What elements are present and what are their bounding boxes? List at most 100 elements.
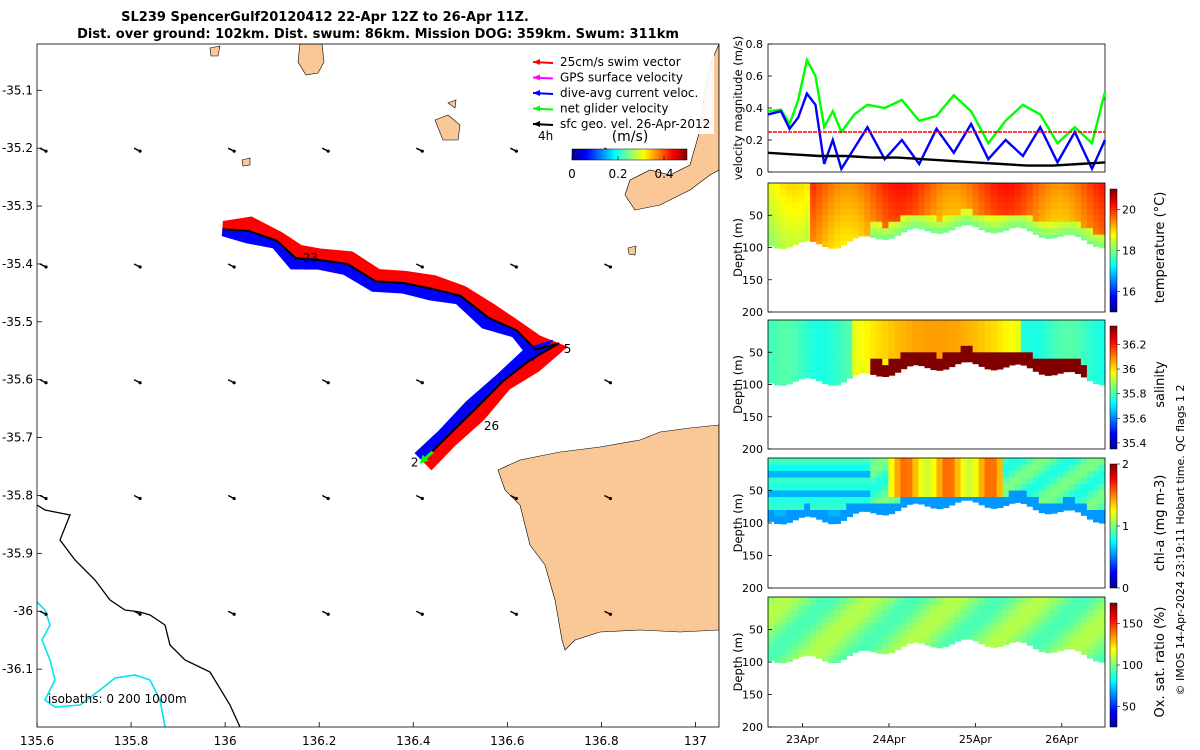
section-cell [1086,616,1094,624]
section-cell [894,623,902,631]
section-cell [1080,497,1088,505]
section-cell [912,326,920,334]
section-cell [810,458,817,466]
section-cell [858,484,866,492]
section-cell [804,490,811,498]
section-cell [792,320,799,328]
section-cell [960,490,968,498]
section-cell [840,365,847,373]
section-cell [930,189,938,197]
section-cell [840,503,847,511]
section-cell [834,642,841,650]
section-cell [840,623,847,631]
section-cell [798,371,805,379]
section-cell [942,603,950,611]
section-cell [768,490,775,498]
section-cell [858,458,866,466]
section-cell [822,202,829,210]
section-cell [984,195,992,204]
section-cell [822,371,829,379]
section-cell [1074,464,1082,472]
section-cell [1068,326,1076,334]
section-cell [1014,215,1022,223]
section-cell [936,629,944,637]
section-cell [972,610,980,618]
section-cell [1099,326,1105,334]
section-cell [942,208,950,217]
section-cell [906,365,914,367]
section-cell [1086,195,1094,204]
section-cell [810,484,817,492]
map-ytick-label: -35.1 [2,83,33,97]
figure-title-line2: Dist. over ground: 102km. Dist. swum: 86… [77,27,679,42]
section-cell [846,228,853,236]
section-cell [912,345,920,354]
section-cell [852,371,860,376]
section-cell [774,610,781,618]
section-cell [780,241,787,249]
section-cell [1014,597,1022,605]
section-cell [1038,616,1046,624]
section-cell [1062,610,1070,618]
section-cell [996,484,1004,492]
section-cell [1099,629,1105,637]
section-cell [1099,208,1105,217]
section-cell [930,345,938,354]
section-cell [822,636,829,644]
section-cell [1020,339,1028,347]
section-cell [954,458,962,466]
section-cell [810,371,817,379]
section-cell [1062,195,1070,204]
section-cell [840,378,847,383]
section-cell [840,352,847,360]
section-cell [948,365,956,368]
section-cell [930,208,938,217]
colorbar-tick-label: 150 [1122,618,1143,631]
section-cell [792,484,799,492]
section-cell [780,247,787,249]
section-cell [804,339,811,347]
section-cell [1056,636,1064,644]
section-cell [1093,326,1100,334]
section-cell [858,629,866,637]
section-cell [1099,458,1105,466]
section-cell [846,352,853,360]
section-cell [972,195,980,204]
section-cell [1002,477,1010,485]
section-cell [1074,616,1082,624]
section-cell [816,202,823,210]
section-cell [786,215,793,223]
section-cell [834,662,841,663]
section-cell [1032,610,1040,618]
map-xtick-label: 136 [214,734,237,748]
geo-arrow-head [232,612,236,616]
legend-swatch-head [533,121,540,127]
section-cell [1044,339,1052,347]
section-cell [816,189,823,197]
section-cell [930,642,938,648]
section-cell [900,629,908,637]
section-cell [1044,352,1052,360]
section-cell [1026,490,1034,498]
section-cell [1086,241,1094,245]
section-cell [936,221,944,229]
section-cell [1056,365,1064,373]
section-cell [954,189,962,197]
section-cell [918,215,926,223]
section-cell [1093,642,1100,650]
section-cell [1056,215,1064,223]
section-cell [1099,649,1105,657]
section-cell [1050,189,1058,197]
section-cell [852,339,860,347]
section-cell [1099,332,1105,341]
section-cell [1020,497,1028,504]
section-cell [780,332,787,341]
section-cell [996,215,1004,223]
credit-text: © IMOS 14-Apr-2024 23:19:11 Hobart time.… [1174,385,1187,696]
section-cell [774,358,781,366]
section-cell [894,221,902,229]
section-cell [810,358,817,366]
section-cell [1002,642,1010,645]
section-cell [1044,510,1052,515]
